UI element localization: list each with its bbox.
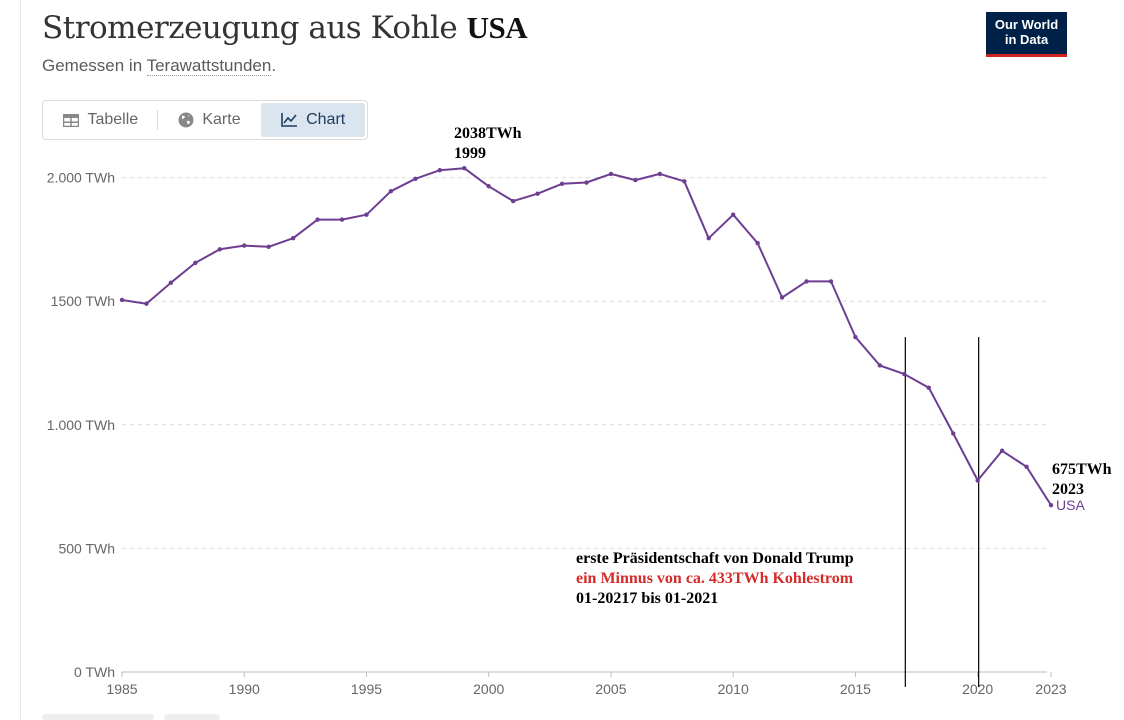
data-point bbox=[193, 260, 198, 266]
y-tick-label: 2.000 TWh bbox=[47, 170, 115, 186]
y-tick-label: 500 TWh bbox=[58, 540, 115, 556]
data-point bbox=[853, 334, 858, 340]
data-point bbox=[413, 176, 418, 182]
tab-map[interactable]: Karte bbox=[158, 103, 262, 137]
data-point bbox=[926, 385, 931, 390]
x-tick-label: 2020 bbox=[962, 681, 993, 697]
data-point bbox=[168, 280, 174, 285]
x-tick-label: 2000 bbox=[473, 681, 504, 697]
data-point bbox=[559, 181, 565, 186]
x-tick-label: 1990 bbox=[229, 681, 260, 697]
end-value-label: 675TWh bbox=[1052, 461, 1112, 478]
data-point bbox=[682, 179, 687, 184]
data-point bbox=[290, 235, 296, 241]
chart-title: Stromerzeugung aus Kohle USA bbox=[42, 10, 528, 46]
data-point bbox=[119, 297, 125, 303]
data-point bbox=[999, 448, 1005, 453]
data-point bbox=[1024, 464, 1029, 470]
tab-map-label: Karte bbox=[202, 111, 241, 128]
data-point bbox=[339, 217, 345, 222]
y-tick-label: 0 TWh bbox=[74, 664, 115, 680]
peak-year-label: 1999 bbox=[454, 145, 486, 162]
bottom-control-stub bbox=[164, 714, 220, 720]
x-tick-label: 2015 bbox=[840, 681, 871, 697]
line-chart-icon bbox=[281, 113, 298, 127]
data-point bbox=[755, 240, 760, 246]
data-point bbox=[804, 279, 809, 284]
data-point bbox=[902, 371, 907, 377]
bottom-control-stub bbox=[42, 714, 154, 720]
tab-chart-label: Chart bbox=[306, 111, 346, 128]
left-border bbox=[20, 0, 21, 719]
data-point bbox=[266, 244, 271, 250]
series-label-usa: USA bbox=[1056, 497, 1085, 513]
y-tick-label: 1500 TWh bbox=[51, 293, 115, 309]
data-point bbox=[584, 180, 589, 185]
data-point bbox=[1048, 502, 1054, 508]
data-point bbox=[510, 198, 516, 204]
data-point bbox=[975, 478, 980, 483]
x-tick-label: 2005 bbox=[595, 681, 626, 697]
data-point bbox=[486, 184, 491, 189]
series-line-usa bbox=[121, 167, 1052, 506]
tab-chart[interactable]: Chart bbox=[261, 103, 365, 137]
logo-line-2: in Data bbox=[1004, 32, 1049, 47]
subtitle-prefix: Gemessen in bbox=[42, 56, 147, 75]
x-tick-label: 1995 bbox=[351, 681, 382, 697]
data-point bbox=[633, 177, 638, 183]
x-tick-label: 2010 bbox=[718, 681, 749, 697]
tab-table[interactable]: Tabelle bbox=[45, 103, 157, 137]
data-point bbox=[877, 363, 883, 368]
tab-separator bbox=[156, 110, 158, 130]
peak-value-label: 2038TWh bbox=[454, 125, 522, 142]
chart-subtitle: Gemessen in Terawattstunden. bbox=[42, 56, 276, 76]
data-point bbox=[535, 191, 540, 196]
data-point bbox=[437, 167, 443, 173]
tab-table-label: Tabelle bbox=[87, 111, 139, 128]
note-presidency: erste Präsidentschaft von Donald Trump bbox=[576, 550, 854, 567]
x-tick-label: 1985 bbox=[106, 681, 137, 697]
globe-icon bbox=[178, 112, 194, 128]
data-point bbox=[217, 247, 222, 252]
table-icon bbox=[63, 113, 80, 127]
unit-link[interactable]: Terawattstunden bbox=[146, 56, 272, 76]
x-tick-label: 2023 bbox=[1035, 681, 1066, 697]
owid-logo[interactable]: Our World in Data bbox=[986, 12, 1067, 57]
data-point bbox=[242, 243, 247, 248]
view-tabs: Tabelle Karte Chart bbox=[42, 100, 368, 140]
data-point bbox=[462, 166, 467, 171]
data-point bbox=[779, 295, 785, 300]
logo-line-1: Our World bbox=[994, 17, 1059, 32]
data-point bbox=[364, 212, 369, 217]
data-point bbox=[144, 301, 149, 306]
note-decrease: ein Minnus von ca. 433TWh Kohlestrom bbox=[576, 570, 854, 587]
data-point bbox=[315, 217, 320, 222]
data-point bbox=[951, 431, 956, 436]
data-point bbox=[730, 212, 736, 217]
data-point bbox=[828, 279, 834, 284]
note-date-range: 01-20217 bis 01-2021 bbox=[576, 590, 718, 607]
end-year-label: 2023 bbox=[1052, 481, 1084, 498]
title-text: Stromerzeugung aus Kohle bbox=[42, 10, 458, 46]
y-tick-label: 1.000 TWh bbox=[47, 417, 115, 433]
data-point bbox=[388, 188, 394, 194]
data-point bbox=[608, 171, 614, 177]
subtitle-suffix: . bbox=[271, 56, 277, 75]
data-point bbox=[657, 171, 663, 177]
title-entity: USA bbox=[466, 10, 528, 45]
data-point bbox=[706, 235, 711, 241]
